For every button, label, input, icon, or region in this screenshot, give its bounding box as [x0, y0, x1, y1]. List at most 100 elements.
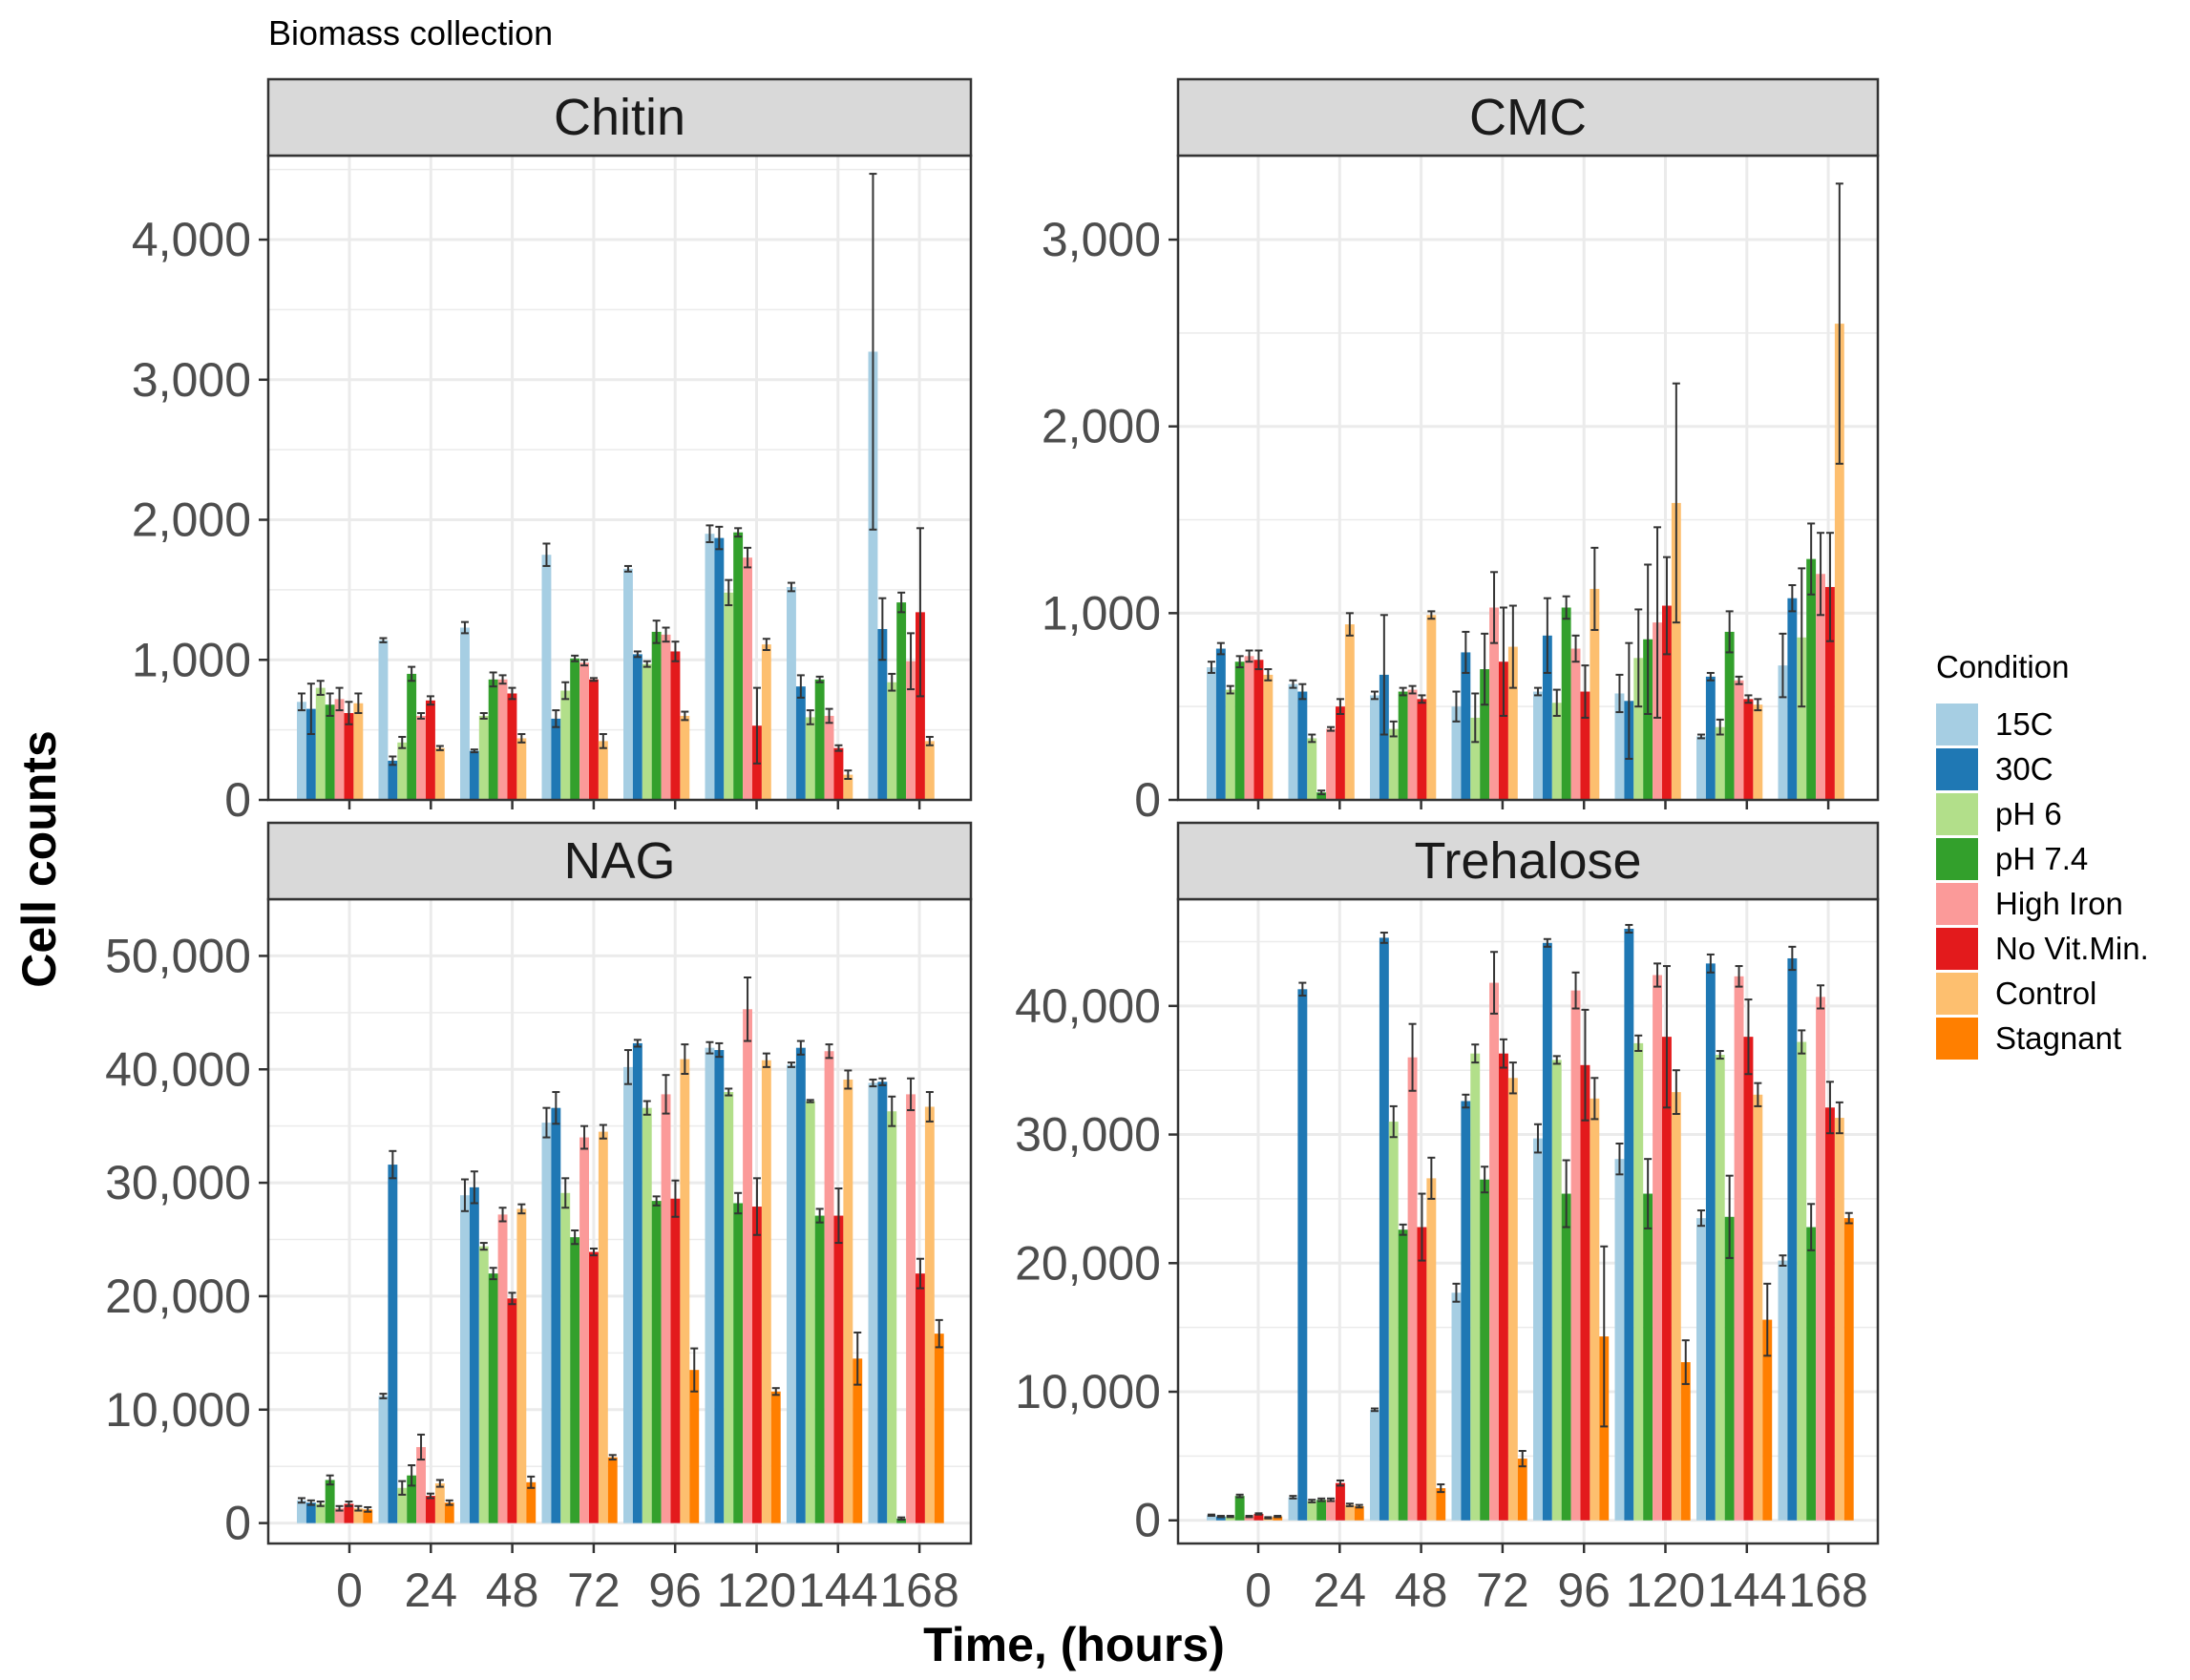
bar-high-iron	[906, 1094, 916, 1523]
legend-key-30c	[1936, 748, 1978, 790]
legend-label: High Iron	[1995, 886, 2123, 921]
legend-key-high-iron	[1936, 883, 1978, 925]
legend-key-no-vit-min-	[1936, 928, 1978, 970]
bar-control	[761, 1060, 771, 1523]
bar-ph-6	[724, 1092, 734, 1523]
bar-15c	[460, 1195, 470, 1523]
bar-ph-6	[1633, 658, 1644, 800]
bar-ph-7-4	[325, 1480, 335, 1523]
bar-control	[843, 774, 853, 800]
bar-ph-7-4	[814, 679, 825, 800]
bar-ph-7-4	[1643, 1193, 1653, 1521]
bar-high-iron	[1816, 997, 1825, 1521]
plot-background	[1178, 899, 1878, 1544]
bar-15c	[623, 568, 633, 800]
x-tick-label: 24	[404, 1564, 457, 1617]
x-tick-label: 24	[1313, 1564, 1366, 1617]
bar-ph-7-4	[1398, 1229, 1408, 1521]
bar-15c	[1451, 1292, 1462, 1521]
bar-ph-6	[478, 1246, 489, 1523]
bar-15c	[1696, 736, 1706, 800]
bar-ph-7-4	[1724, 1216, 1735, 1521]
legend-label: pH 7.4	[1995, 841, 2088, 876]
y-tick-label: 30,000	[1015, 1108, 1161, 1162]
y-tick-label: 1,000	[1042, 586, 1161, 640]
panels-layer: Chitin 0 1,000 2,000 3,000 4,000 CMC 0 1,000 2,00…	[105, 77, 1880, 1617]
bar-no-vit-min-	[507, 1298, 517, 1523]
bar-15c	[787, 1064, 796, 1523]
bar-30c	[469, 1186, 479, 1523]
bar-ph-7-4	[407, 673, 417, 800]
y-tick-label: 20,000	[1015, 1236, 1161, 1290]
bar-ph-7-4	[1643, 639, 1653, 800]
bar-high-iron	[1407, 689, 1418, 800]
chart-title: Biomass collection	[268, 13, 553, 52]
bar-stagnant	[1599, 1336, 1610, 1521]
bar-15c	[1533, 691, 1543, 800]
x-tick-label: 72	[567, 1564, 621, 1617]
y-tick-label: 40,000	[1015, 979, 1161, 1033]
bar-ph-6	[1388, 728, 1399, 800]
bar-ph-7-4	[1724, 631, 1735, 800]
bar-ph-7-4	[1806, 558, 1817, 800]
y-tick-label: 30,000	[105, 1156, 251, 1209]
bar-high-iron	[824, 1051, 834, 1523]
bar-15c	[1207, 1515, 1216, 1521]
bar-high-iron	[743, 557, 752, 800]
bar-15c	[378, 1396, 389, 1523]
bar-no-vit-min-	[1499, 1053, 1508, 1521]
x-tick-label: 48	[486, 1564, 539, 1617]
bar-ph-7-4	[896, 1518, 907, 1523]
legend-key-stagnant	[1936, 1018, 1978, 1060]
bar-ph-7-4	[733, 1203, 744, 1523]
bar-high-iron	[906, 661, 916, 800]
bar-high-iron	[1653, 975, 1662, 1521]
bar-30c	[469, 750, 479, 800]
bar-high-iron	[1244, 656, 1254, 800]
legend-label: 30C	[1995, 751, 2053, 787]
bar-15c	[1288, 683, 1298, 800]
bar-15c	[705, 534, 715, 800]
panel-nag: NAG 0 10,000 20,000 30,000 40,000 50,000 0 24 48 7…	[105, 821, 973, 1617]
bar-30c	[714, 1050, 725, 1523]
bar-30c	[877, 1082, 888, 1523]
bar-high-iron	[1407, 1057, 1418, 1521]
bar-no-vit-min-	[1662, 1037, 1672, 1521]
bar-no-vit-min-	[1253, 1514, 1264, 1521]
bar-stagnant	[689, 1370, 700, 1523]
bar-control	[598, 741, 608, 800]
x-tick-label: 72	[1476, 1564, 1529, 1617]
bar-ph-7-4	[407, 1475, 417, 1523]
bar-no-vit-min-	[1417, 1227, 1427, 1521]
bar-no-vit-min-	[833, 747, 844, 800]
facet-strip	[266, 821, 973, 901]
bar-control	[1590, 588, 1600, 800]
bar-15c	[1614, 1159, 1625, 1521]
bar-30c	[714, 537, 725, 800]
bar-stagnant	[607, 1457, 618, 1523]
facet-label: NAG	[563, 832, 675, 890]
facet-strip	[1176, 77, 1880, 158]
bar-30c	[1379, 674, 1389, 800]
bar-control	[1671, 1092, 1681, 1521]
bar-30c	[551, 1107, 561, 1523]
y-tick-label: 0	[224, 1497, 251, 1550]
bar-ph-7-4	[570, 658, 580, 800]
y-tick-label: 2,000	[132, 494, 251, 547]
bar-no-vit-min-	[426, 700, 435, 800]
bar-ph-6	[642, 1107, 652, 1523]
bar-ph-6	[1551, 1060, 1562, 1521]
bar-30c	[388, 1165, 398, 1523]
bar-stagnant	[1273, 1516, 1283, 1521]
bar-ph-7-4	[1806, 1227, 1817, 1521]
bar-ph-7-4	[1561, 607, 1571, 800]
bar-ph-6	[805, 717, 815, 800]
bar-ph-7-4	[733, 532, 744, 800]
bar-ph-6	[1307, 738, 1317, 800]
bar-ph-6	[642, 663, 652, 800]
bar-30c	[1787, 598, 1798, 800]
plot-background	[268, 156, 971, 800]
bar-no-vit-min-	[1417, 699, 1427, 800]
bar-15c	[868, 351, 878, 800]
bar-no-vit-min-	[1580, 1064, 1590, 1521]
